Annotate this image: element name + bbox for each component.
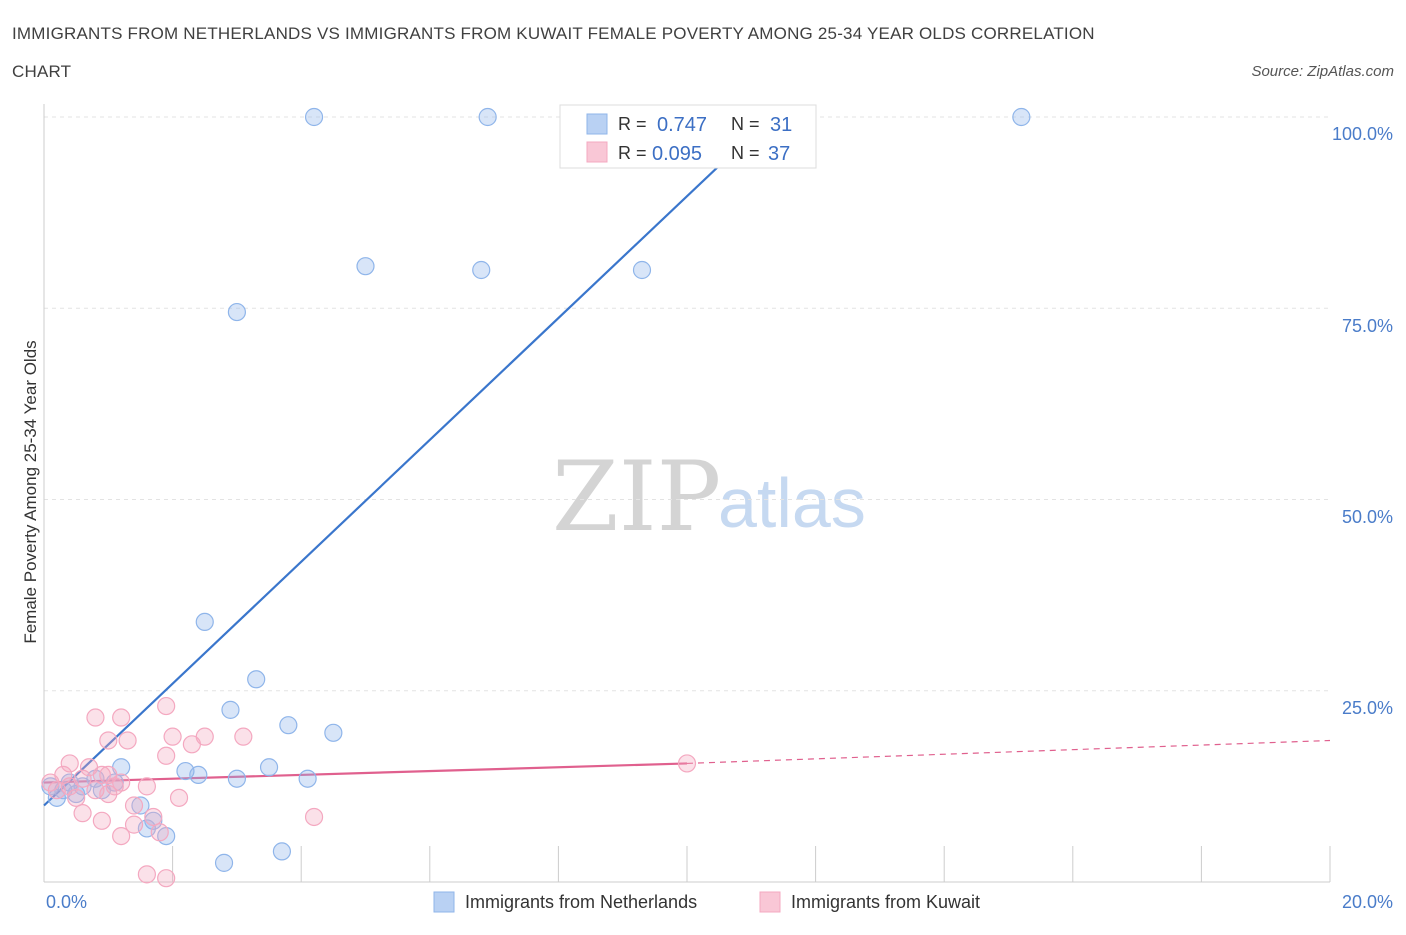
point-netherlands-12 [144, 811, 163, 830]
point-netherlands-15 [195, 612, 214, 632]
stats-n-label-kuwait: N = [731, 143, 760, 163]
point-netherlands-32 [1012, 107, 1031, 127]
point-kuwait-30 [137, 865, 156, 884]
point-kuwait-29 [304, 807, 324, 827]
point-kuwait-28 [157, 696, 176, 716]
y-tick-label-50: 50.0% [1342, 507, 1393, 527]
point-netherlands-17 [227, 769, 246, 788]
stats-n-value-netherlands: 31 [770, 114, 792, 136]
point-netherlands-20 [189, 765, 208, 785]
point-kuwait-32 [86, 708, 105, 727]
grid-layer [44, 116, 1330, 692]
point-kuwait-13 [92, 811, 111, 830]
stats-r-label-netherlands: R = [618, 114, 647, 134]
point-kuwait-36 [677, 754, 697, 773]
watermark-zip: ZIP [552, 441, 721, 553]
point-netherlands-29 [472, 260, 491, 280]
series-legend-label-netherlands[interactable]: Immigrants from Netherlands [465, 892, 697, 912]
point-kuwait-26 [234, 727, 253, 746]
point-netherlands-18 [247, 670, 266, 689]
chart-title-line-1: IMMIGRANTS FROM NETHERLANDS VS IMMIGRANT… [12, 24, 1095, 43]
point-kuwait-17 [137, 777, 156, 796]
point-kuwait-5 [73, 769, 92, 788]
y-tick-label-25: 25.0% [1342, 698, 1393, 718]
axis-layer [43, 104, 1331, 883]
stats-legend-swatch-netherlands [586, 113, 608, 135]
stats-n-label-netherlands: N = [731, 114, 760, 134]
point-netherlands-23 [324, 723, 343, 742]
series-legend-swatch-kuwait[interactable] [759, 891, 781, 913]
stats-r-value-kuwait: 0.095 [652, 143, 702, 165]
chart-source: Source: ZipAtlas.com [1251, 63, 1394, 80]
trend-line-kuwait-extrapolated [686, 739, 1331, 765]
series-legend-label-kuwait[interactable]: Immigrants from Kuwait [791, 892, 980, 912]
y-tick-label-100: 100.0% [1332, 124, 1393, 144]
point-kuwait-18 [112, 826, 131, 846]
point-kuwait-14 [99, 731, 118, 750]
point-kuwait-31 [157, 869, 176, 888]
point-kuwait-19 [144, 807, 163, 827]
point-kuwait-4 [67, 788, 86, 807]
point-netherlands-26 [227, 302, 246, 322]
point-netherlands-28 [356, 257, 375, 276]
point-netherlands-10 [131, 796, 150, 815]
point-kuwait-15 [118, 731, 137, 750]
stats-legend: R = 0.747 N = 31 R = 0.095 N = 37 [559, 104, 817, 169]
x-tick-label-min: 0.0% [46, 892, 87, 912]
stats-legend-swatch-kuwait [586, 141, 608, 163]
point-netherlands-19 [259, 758, 279, 777]
trend-line-kuwait [43, 762, 688, 784]
stats-n-value-kuwait: 37 [768, 143, 790, 165]
point-kuwait-2 [54, 765, 73, 785]
point-netherlands-16 [221, 700, 240, 719]
y-tick-label-75: 75.0% [1342, 316, 1393, 336]
point-netherlands-22 [298, 769, 317, 788]
trend-line-netherlands [43, 116, 772, 807]
point-kuwait-25 [195, 727, 214, 746]
point-kuwait-21 [157, 746, 176, 765]
point-netherlands-25 [214, 853, 234, 872]
x-tick-label-max: 20.0% [1342, 892, 1393, 912]
point-kuwait-33 [99, 765, 118, 785]
series-legend: Immigrants from Netherlands Immigrants f… [433, 891, 980, 913]
point-kuwait-16 [124, 796, 144, 815]
point-kuwait-27 [112, 708, 131, 727]
point-netherlands-27 [304, 107, 324, 127]
point-netherlands-21 [279, 716, 298, 735]
point-netherlands-24 [272, 842, 292, 861]
stats-r-value-netherlands: 0.747 [657, 114, 707, 136]
point-kuwait-35 [124, 815, 144, 834]
point-netherlands-30 [478, 107, 497, 127]
chart-title-line-2: CHART [12, 62, 71, 81]
watermark-atlas: atlas [718, 464, 866, 542]
points-layer [41, 107, 1031, 888]
point-kuwait-20 [150, 823, 169, 842]
point-kuwait-12 [73, 804, 92, 823]
point-kuwait-23 [169, 788, 189, 807]
point-kuwait-8 [92, 765, 111, 785]
stats-r-label-kuwait: R = [618, 143, 647, 163]
point-netherlands-31 [632, 260, 652, 280]
point-kuwait-22 [163, 727, 182, 746]
point-kuwait-34 [60, 754, 79, 773]
y-axis-label: Female Poverty Among 25-34 Year Olds [21, 340, 40, 643]
series-legend-swatch-netherlands[interactable] [433, 891, 455, 913]
